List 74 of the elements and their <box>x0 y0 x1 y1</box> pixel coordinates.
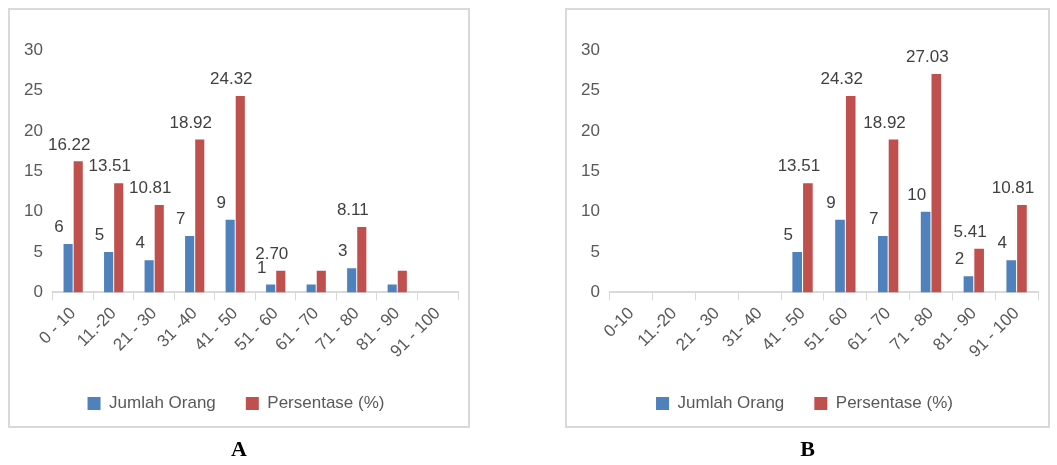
legend-label: Jumlah Orang <box>677 393 785 413</box>
bar <box>235 95 245 293</box>
data-label: 5 <box>94 225 105 245</box>
y-tick-label: 15 <box>23 160 43 180</box>
bar <box>963 276 974 293</box>
bar <box>803 183 813 293</box>
bar <box>888 139 899 293</box>
data-label: 13.51 <box>88 156 132 176</box>
data-label: 10 <box>907 184 927 204</box>
bar <box>63 243 73 293</box>
data-label: 24.32 <box>820 69 863 89</box>
bar <box>225 219 235 293</box>
bar <box>73 161 83 293</box>
bar <box>195 139 205 293</box>
bar <box>144 260 154 293</box>
data-label: 6 <box>54 217 64 237</box>
data-label: 5 <box>783 225 793 245</box>
data-label: 16.22 <box>47 134 91 154</box>
data-label: 24.32 <box>209 69 253 89</box>
data-label: 18.92 <box>863 112 906 132</box>
data-label: 9 <box>216 192 226 212</box>
legend-label: Persentase (%) <box>835 393 953 413</box>
text: A <box>230 436 248 462</box>
text: B <box>799 436 816 462</box>
data-label: 4 <box>135 233 145 253</box>
bar <box>357 226 367 293</box>
bar <box>878 235 888 293</box>
y-tick-label: 0 <box>590 282 600 302</box>
data-label: 8.11 <box>336 200 369 220</box>
legend-label: Jumlah Orang <box>109 393 216 413</box>
bar <box>1006 260 1017 293</box>
bar <box>154 205 164 293</box>
y-tick-label: 20 <box>580 120 600 140</box>
bar <box>306 284 316 293</box>
legend-label: Persentase (%) <box>267 393 385 413</box>
y-tick-label: 5 <box>33 241 43 261</box>
y-tick-label: 25 <box>23 80 43 100</box>
y-tick-label: 25 <box>580 80 600 100</box>
data-label: 5.41 <box>953 221 987 241</box>
bar <box>276 270 286 293</box>
y-tick-label: 30 <box>580 39 600 59</box>
y-tick-label: 20 <box>23 120 43 140</box>
bar <box>387 284 397 293</box>
data-label: 13.51 <box>777 156 821 176</box>
bar <box>347 268 357 293</box>
data-label: 9 <box>826 192 836 212</box>
data-label: 3 <box>337 241 348 261</box>
data-label: 7 <box>175 209 186 229</box>
data-label: 2 <box>954 249 965 269</box>
data-label: 27.03 <box>906 47 949 67</box>
bar <box>835 219 845 293</box>
bar <box>974 248 984 293</box>
bar <box>104 252 114 293</box>
bar <box>792 252 803 293</box>
bar <box>316 270 326 293</box>
bar <box>266 284 276 293</box>
y-tick-label: 30 <box>23 39 43 59</box>
bar <box>931 74 942 293</box>
data-label: 7 <box>869 209 879 229</box>
bar <box>920 211 931 293</box>
bar <box>185 235 195 293</box>
y-tick-label: 0 <box>33 282 43 302</box>
bar <box>114 183 124 293</box>
y-tick-label: 15 <box>580 160 600 180</box>
data-label: 10.81 <box>991 178 1035 198</box>
bar <box>1017 205 1027 293</box>
y-tick-label: 10 <box>23 201 43 221</box>
y-tick-label: 5 <box>590 241 600 261</box>
bar <box>397 270 407 293</box>
data-label: 4 <box>997 233 1007 253</box>
data-label: 10.81 <box>128 178 172 198</box>
data-label: 18.92 <box>169 112 213 132</box>
y-tick-label: 10 <box>580 201 600 221</box>
bar <box>845 95 856 293</box>
